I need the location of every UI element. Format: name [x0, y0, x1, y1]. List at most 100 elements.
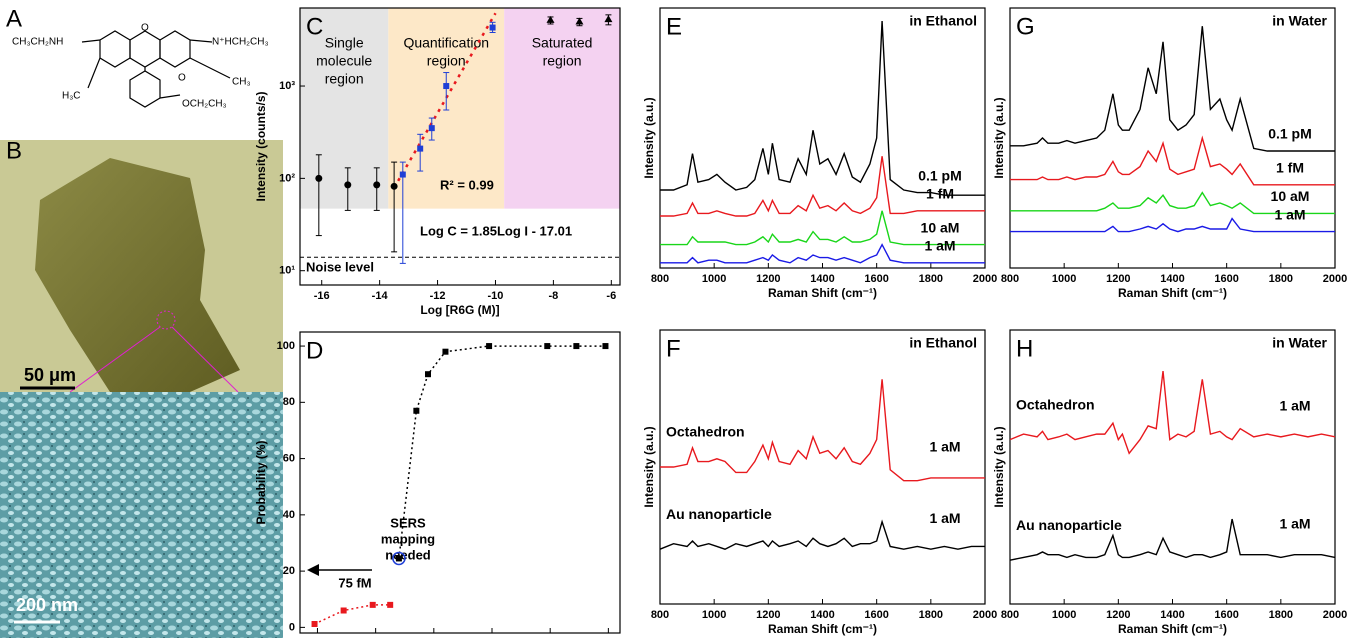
point [546, 15, 555, 23]
plot-frame [299, 331, 621, 634]
y-tick-label: 100 [277, 340, 295, 352]
plot-frame [299, 7, 621, 286]
series-name: 0.1 pM [1268, 126, 1312, 142]
fit-line [393, 12, 497, 189]
group-label: CH₃ [232, 77, 251, 88]
x-tick-label: 1800 [1269, 273, 1293, 285]
x-tick-label: -14 [372, 290, 389, 302]
region [504, 8, 620, 209]
x-tick-label: -16 [314, 290, 330, 302]
point [395, 555, 402, 562]
x-tick-label: 1400 [1160, 609, 1184, 621]
panel-title: in Ethanol [909, 335, 977, 351]
spectrum [660, 379, 985, 482]
spectrum [1010, 191, 1335, 215]
region-label: region [325, 71, 364, 87]
point [602, 343, 609, 350]
series-name: 1 fM [1276, 160, 1304, 176]
region-label: molecule [316, 53, 372, 69]
x-tick-label: 1000 [1052, 273, 1076, 285]
region-label: Saturated [532, 35, 593, 51]
point [486, 343, 493, 350]
x-tick-label: 2000 [973, 273, 997, 285]
y-tick-label: 10² [279, 172, 295, 184]
x-axis-label: Log [R6G (M)] [420, 303, 499, 317]
series-name: 10 aM [921, 219, 960, 235]
panel-label: D [306, 337, 323, 364]
scale-label: 50 μm [24, 365, 76, 385]
x-tick-label: 1400 [810, 273, 834, 285]
x-axis-label: Raman Shift (cm⁻¹) [768, 622, 877, 636]
y-axis-label: Intensity (a.u.) [642, 426, 656, 507]
region-label: Quantification [403, 35, 489, 51]
annotation: 75 fM [338, 575, 371, 590]
series-name: Octahedron [666, 424, 745, 440]
annotation: R² = 0.99 [440, 177, 494, 192]
x-tick-label: 1000 [702, 609, 726, 621]
x-axis-label: Raman Shift (cm⁻¹) [1118, 622, 1227, 636]
annotation: Log C = 1.85Log I - 17.01 [420, 223, 572, 238]
x-tick-label: 1000 [1052, 609, 1076, 621]
y-tick-label: 80 [283, 396, 295, 408]
x-tick-label: 1800 [1269, 609, 1293, 621]
point [489, 24, 496, 31]
point [604, 15, 613, 23]
x-tick-label: 2000 [1323, 273, 1347, 285]
panel-label: B [6, 137, 22, 164]
group-label: O [141, 23, 149, 34]
point [311, 620, 318, 627]
panel-title: in Water [1272, 335, 1327, 351]
x-tick-label: 800 [1001, 609, 1019, 621]
series-line [314, 604, 391, 625]
point [573, 343, 580, 350]
annotation: needed [385, 547, 431, 562]
x-tick-label: -12 [430, 290, 446, 302]
point [425, 371, 431, 378]
point [387, 601, 394, 608]
x-tick-label: 1800 [919, 273, 943, 285]
spectrum [1010, 217, 1335, 233]
x-tick-label: 1600 [864, 273, 888, 285]
spectrum [1009, 371, 1336, 455]
zoom-circle [156, 310, 176, 330]
y-tick-label: 60 [283, 452, 295, 464]
x-tick-label: -6 [606, 290, 616, 302]
series-name: 1 aM [1274, 206, 1305, 222]
series-name: Au nanoparticle [1016, 517, 1122, 533]
series-name: 1 fM [926, 186, 954, 202]
panel-label: E [666, 13, 682, 40]
structure [81, 30, 231, 108]
x-tick-label: 1400 [1160, 273, 1184, 285]
x-axis-label: Raman Shift (cm⁻¹) [1118, 286, 1227, 300]
panel-label: C [306, 13, 323, 40]
x-tick-label: 1400 [810, 609, 834, 621]
y-axis-label: Intensity (a.u.) [992, 97, 1006, 178]
sem-zoom-image [0, 392, 283, 638]
group-label: CH₃CH₂NH [12, 37, 63, 48]
zoom-line [69, 326, 161, 393]
x-tick-label: 2000 [973, 609, 997, 621]
y-tick-label: 0 [289, 621, 295, 633]
x-tick-label: 1600 [864, 609, 888, 621]
y-axis-label: Probability (%) [254, 440, 268, 524]
x-tick-label: 1200 [756, 273, 780, 285]
group-label: N⁺HCH₂CH₃ [212, 37, 269, 48]
x-tick-label: 2000 [1323, 609, 1347, 621]
point [344, 181, 352, 189]
point [575, 17, 584, 25]
x-axis-label: Raman Shift (cm⁻¹) [768, 286, 877, 300]
zoom-line [171, 326, 239, 393]
series-label: 1 aM [1279, 398, 1310, 414]
point [315, 174, 323, 182]
point [544, 343, 551, 350]
plot-frame [1009, 329, 1336, 605]
spectrum [659, 519, 985, 550]
series-name: Au nanoparticle [666, 506, 772, 522]
annotation: SERS [390, 515, 426, 530]
x-tick-label: 800 [1001, 273, 1019, 285]
group-label: O [178, 73, 186, 84]
series-label: 1 aM [929, 510, 960, 526]
series-line [398, 345, 606, 559]
spectrum [660, 243, 985, 264]
region-label: Single [325, 35, 364, 51]
